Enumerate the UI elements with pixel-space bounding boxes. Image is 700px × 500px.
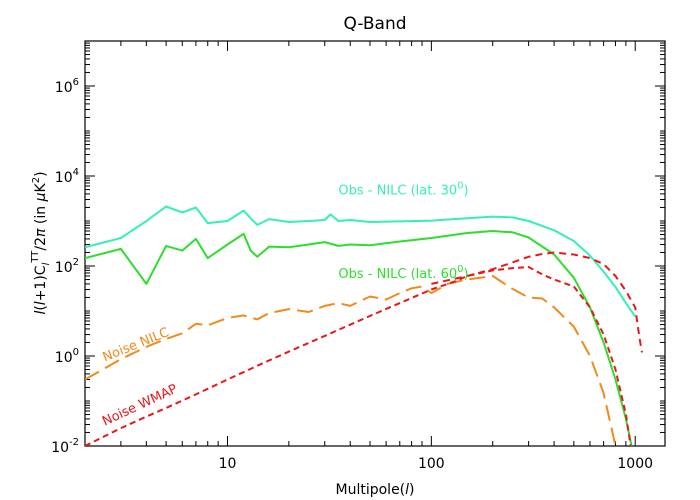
y-axis-title-plus: +1) (33, 275, 49, 301)
plot-frame (84, 40, 666, 447)
series-label-close: ) (464, 183, 469, 198)
y-tick-label-base: 10 (55, 350, 73, 366)
x-axis-title-symbol: l (405, 482, 409, 498)
x-axis-title-close: ) (409, 482, 414, 498)
y-axis-title-l1: l (33, 311, 49, 315)
y-axis-title-mu: μ (33, 192, 49, 202)
x-axis-title: Multipole(l) (336, 482, 415, 498)
series-label-text: Obs - NILC (lat. 30 (338, 183, 457, 198)
y-tick-label-exponent: 0 (73, 347, 79, 358)
series-line-0 (85, 205, 637, 318)
y-axis-title-close: ) (33, 171, 49, 176)
x-tick-label: 1000 (617, 456, 653, 472)
series-label-close: ) (464, 267, 469, 282)
y-tick-label: 10-2 (51, 437, 79, 456)
x-axis: 10 100 1000 (84, 41, 653, 472)
y-axis-title-l2: l (33, 301, 49, 305)
series-label-sup: 0 (457, 180, 463, 191)
y-axis-title-div: /2 (33, 237, 49, 251)
x-tick-label: 10 (219, 456, 237, 472)
series-line-3 (85, 266, 632, 446)
y-tick-label: 106 (55, 77, 79, 96)
y-axis-title-k: K (33, 182, 49, 192)
y-axis-title-c: C (33, 265, 49, 275)
series-layer (85, 205, 643, 446)
series-label-2: Noise NILC (101, 325, 172, 365)
y-tick-label-base: 10 (55, 80, 73, 96)
series-label-3: Noise WMAP (100, 382, 180, 430)
y-axis-title-k-exp: 2 (31, 177, 42, 183)
series-label-text: Noise NILC (101, 325, 172, 365)
x-axis-title-text: Multipole( (336, 482, 406, 498)
y-axis-title-units: (in (33, 201, 49, 228)
series-label-text: Obs - NILC (lat. 60 (338, 267, 457, 282)
y-tick-label: 102 (55, 257, 79, 276)
y-axis-title-l-sub: l (41, 262, 52, 265)
y-tick-label-exponent: 6 (73, 77, 79, 88)
series-line-2 (85, 275, 617, 446)
series-line-4 (431, 251, 643, 353)
series-label-text: Noise WMAP (100, 382, 180, 430)
y-axis-title-open: ( (33, 305, 49, 310)
y-tick-label-exponent: 4 (73, 167, 79, 178)
x-tick-label: 100 (418, 456, 445, 472)
y-tick-label-base: 10 (55, 170, 73, 186)
y-axis-title-tt: TT (30, 250, 41, 264)
series-label-sup: 0 (457, 264, 463, 275)
y-tick-label: 100 (55, 347, 79, 366)
y-tick-label-exponent: -2 (69, 437, 79, 448)
chart-title: Q-Band (343, 14, 406, 34)
series-label-0: Obs - NILC (lat. 300) (338, 180, 468, 198)
y-axis-title-pi: π (33, 228, 49, 237)
y-tick-label-base: 10 (51, 440, 69, 456)
series-label-1: Obs - NILC (lat. 600) (338, 264, 468, 282)
series-labels: Obs - NILC (lat. 300)Obs - NILC (lat. 60… (100, 180, 469, 429)
y-tick-label-base: 10 (55, 260, 73, 276)
y-tick-label: 104 (55, 167, 79, 186)
y-axis-title: l(l+1)ClTT/2π (in μK2) (30, 171, 52, 314)
y-tick-label-exponent: 2 (73, 257, 79, 268)
series-line-1 (85, 230, 633, 446)
